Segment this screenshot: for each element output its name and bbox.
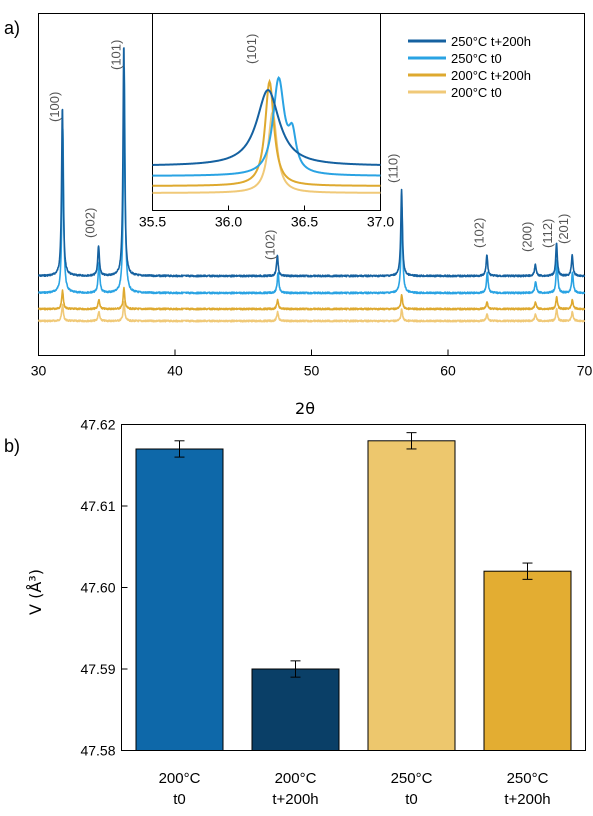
reflection-label: (112) [540,219,555,248]
panel-a-label: a) [4,18,20,38]
category-label: 250°C [391,770,433,787]
panel-b-label: b) [4,436,20,456]
trace-200-c-t0 [37,301,586,323]
panel-a-x-axis-label: 2θ [295,399,315,418]
reflection-label: (200) [519,222,534,252]
panel-b-category-labels: 200°C t0 200°C t+200h 250°C t0 250°C t+200h [159,770,551,808]
legend: 250°C t+200h 250°C t0 200°C t+200h 200°C t0 [408,34,531,100]
trace-250-c-t-200h [37,47,586,278]
category-label: 250°C [507,770,549,787]
reflection-label: (100) [47,92,62,122]
inset-traces [152,75,381,194]
x-tick-label: 70 [577,363,593,379]
reflection-label: (102) [263,230,278,260]
panel-b-y-ticks: 47.58 47.59 47.60 47.61 47.62 [80,417,128,759]
reflection-label: (201) [556,214,571,244]
panel-a-x-ticks: 30 40 50 60 70 [31,349,593,379]
trace-200-c-t-200h [37,286,586,311]
inset-trace-200-c-t0 [152,109,381,194]
y-tick-label: 47.58 [80,743,115,759]
legend-entry: 250°C t+200h [451,34,531,49]
reflection-label: (101) [109,40,124,70]
inset-trace-250-c-t0 [152,75,381,177]
category-label: t0 [405,791,418,808]
panel-b-bars [135,432,572,752]
inset-reflection-label: (101) [244,34,259,64]
bar [251,668,340,751]
inset-x-ticks: 35.5 36.0 36.5 37.0 [139,205,394,230]
legend-entry: 200°C t0 [451,85,502,100]
category-label: t+200h [272,791,318,808]
bar [367,440,456,751]
category-label: 200°C [275,770,317,787]
panel-a-reflection-labels: (100) (002) (101) (102) (110) (102) (200) (112)… [47,40,571,260]
reflection-label: (102) [472,218,487,248]
inset-tick-label: 36.0 [215,214,242,230]
reflection-label: (002) [83,208,98,238]
y-tick-label: 47.60 [80,580,115,596]
inset-tick-label: 35.5 [139,214,166,230]
legend-entry: 250°C t0 [451,51,502,66]
y-tick-label: 47.62 [80,417,115,433]
panel-a-traces [37,47,586,323]
x-tick-label: 40 [167,363,183,379]
y-tick-label: 47.59 [80,661,115,677]
inset-trace-200-c-t-200h [152,78,381,187]
x-tick-label: 30 [31,363,47,379]
bar [483,570,572,752]
category-label: t0 [173,791,186,808]
inset-tick-label: 36.5 [291,214,318,230]
legend-entry: 200°C t+200h [451,68,531,83]
reflection-label: (110) [386,154,401,183]
y-tick-label: 47.61 [80,498,115,514]
panel-b-y-axis-label: V (Å³) [26,569,45,615]
inset-trace-250-c-t-200h [152,88,381,166]
x-tick-label: 50 [304,363,320,379]
bar [135,448,224,751]
inset-tick-label: 37.0 [367,214,394,230]
category-label: t+200h [504,791,550,808]
trace-250-c-t0 [37,67,586,295]
x-tick-label: 60 [440,363,456,379]
category-label: 200°C [159,770,201,787]
